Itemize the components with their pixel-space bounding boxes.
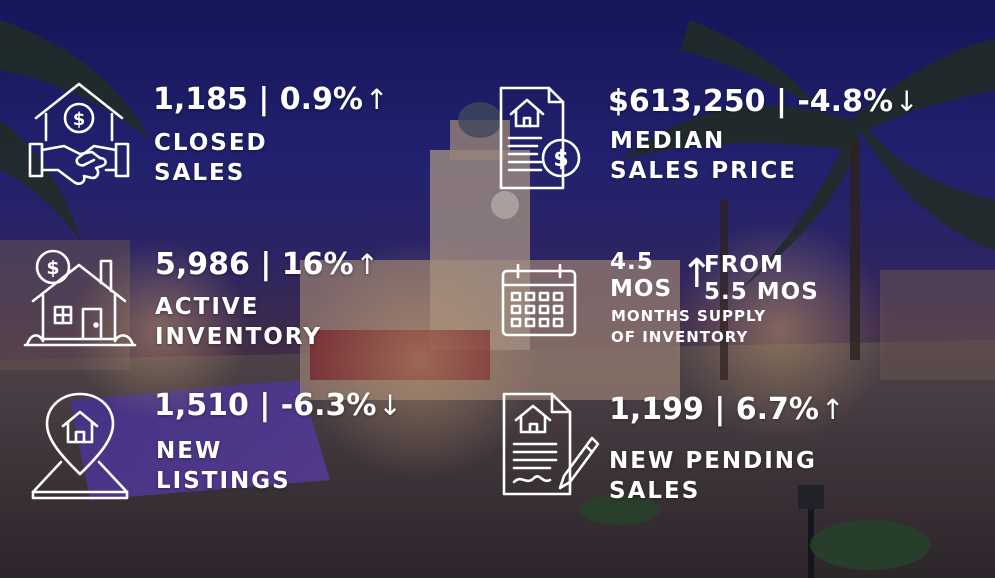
active-inventory-value: 5,986 | 16%↑ xyxy=(155,247,380,282)
trend-down-arrow: ↓ xyxy=(895,85,919,118)
trend-down-arrow: ↓ xyxy=(378,389,402,422)
trend-up-arrow: ↑ xyxy=(355,248,380,281)
months-supply-label: MONTHS SUPPLY OF INVENTORY xyxy=(611,307,767,346)
median-price-label: MEDIAN SALES PRICE xyxy=(610,128,798,184)
trend-up-arrow: ↑ xyxy=(680,251,714,297)
trend-up-arrow: ↑ xyxy=(364,83,389,116)
house-dollar-icon: $ xyxy=(23,243,137,351)
months-supply-value: 4.5 MOS xyxy=(610,249,673,302)
document-signature-icon xyxy=(500,390,600,498)
calendar-icon xyxy=(500,261,578,339)
svg-text:$: $ xyxy=(553,147,568,172)
active-inventory-label: ACTIVE INVENTORY xyxy=(155,294,322,350)
closed-sales-value: 1,185 | 0.9%↑ xyxy=(153,82,389,117)
trend-up-arrow: ↑ xyxy=(820,393,845,426)
house-document-dollar-icon: $ xyxy=(497,84,581,192)
new-pending-value: 1,199 | 6.7%↑ xyxy=(609,392,845,427)
new-listings-value: 1,510 | -6.3%↓ xyxy=(154,388,402,423)
new-pending-label: NEW PENDING SALES xyxy=(609,448,817,504)
new-listings-label: NEW LISTINGS xyxy=(156,438,291,494)
closed-sales-label: CLOSED SALES xyxy=(154,130,268,186)
svg-text:$: $ xyxy=(46,257,59,279)
location-pin-house-icon xyxy=(25,390,135,500)
svg-text:$: $ xyxy=(73,109,86,130)
median-price-value: $613,250 | -4.8%↓ xyxy=(608,84,919,119)
house-dollar-handshake-icon: $ xyxy=(28,78,130,190)
months-supply-from: FROM 5.5 MOS xyxy=(704,252,819,305)
